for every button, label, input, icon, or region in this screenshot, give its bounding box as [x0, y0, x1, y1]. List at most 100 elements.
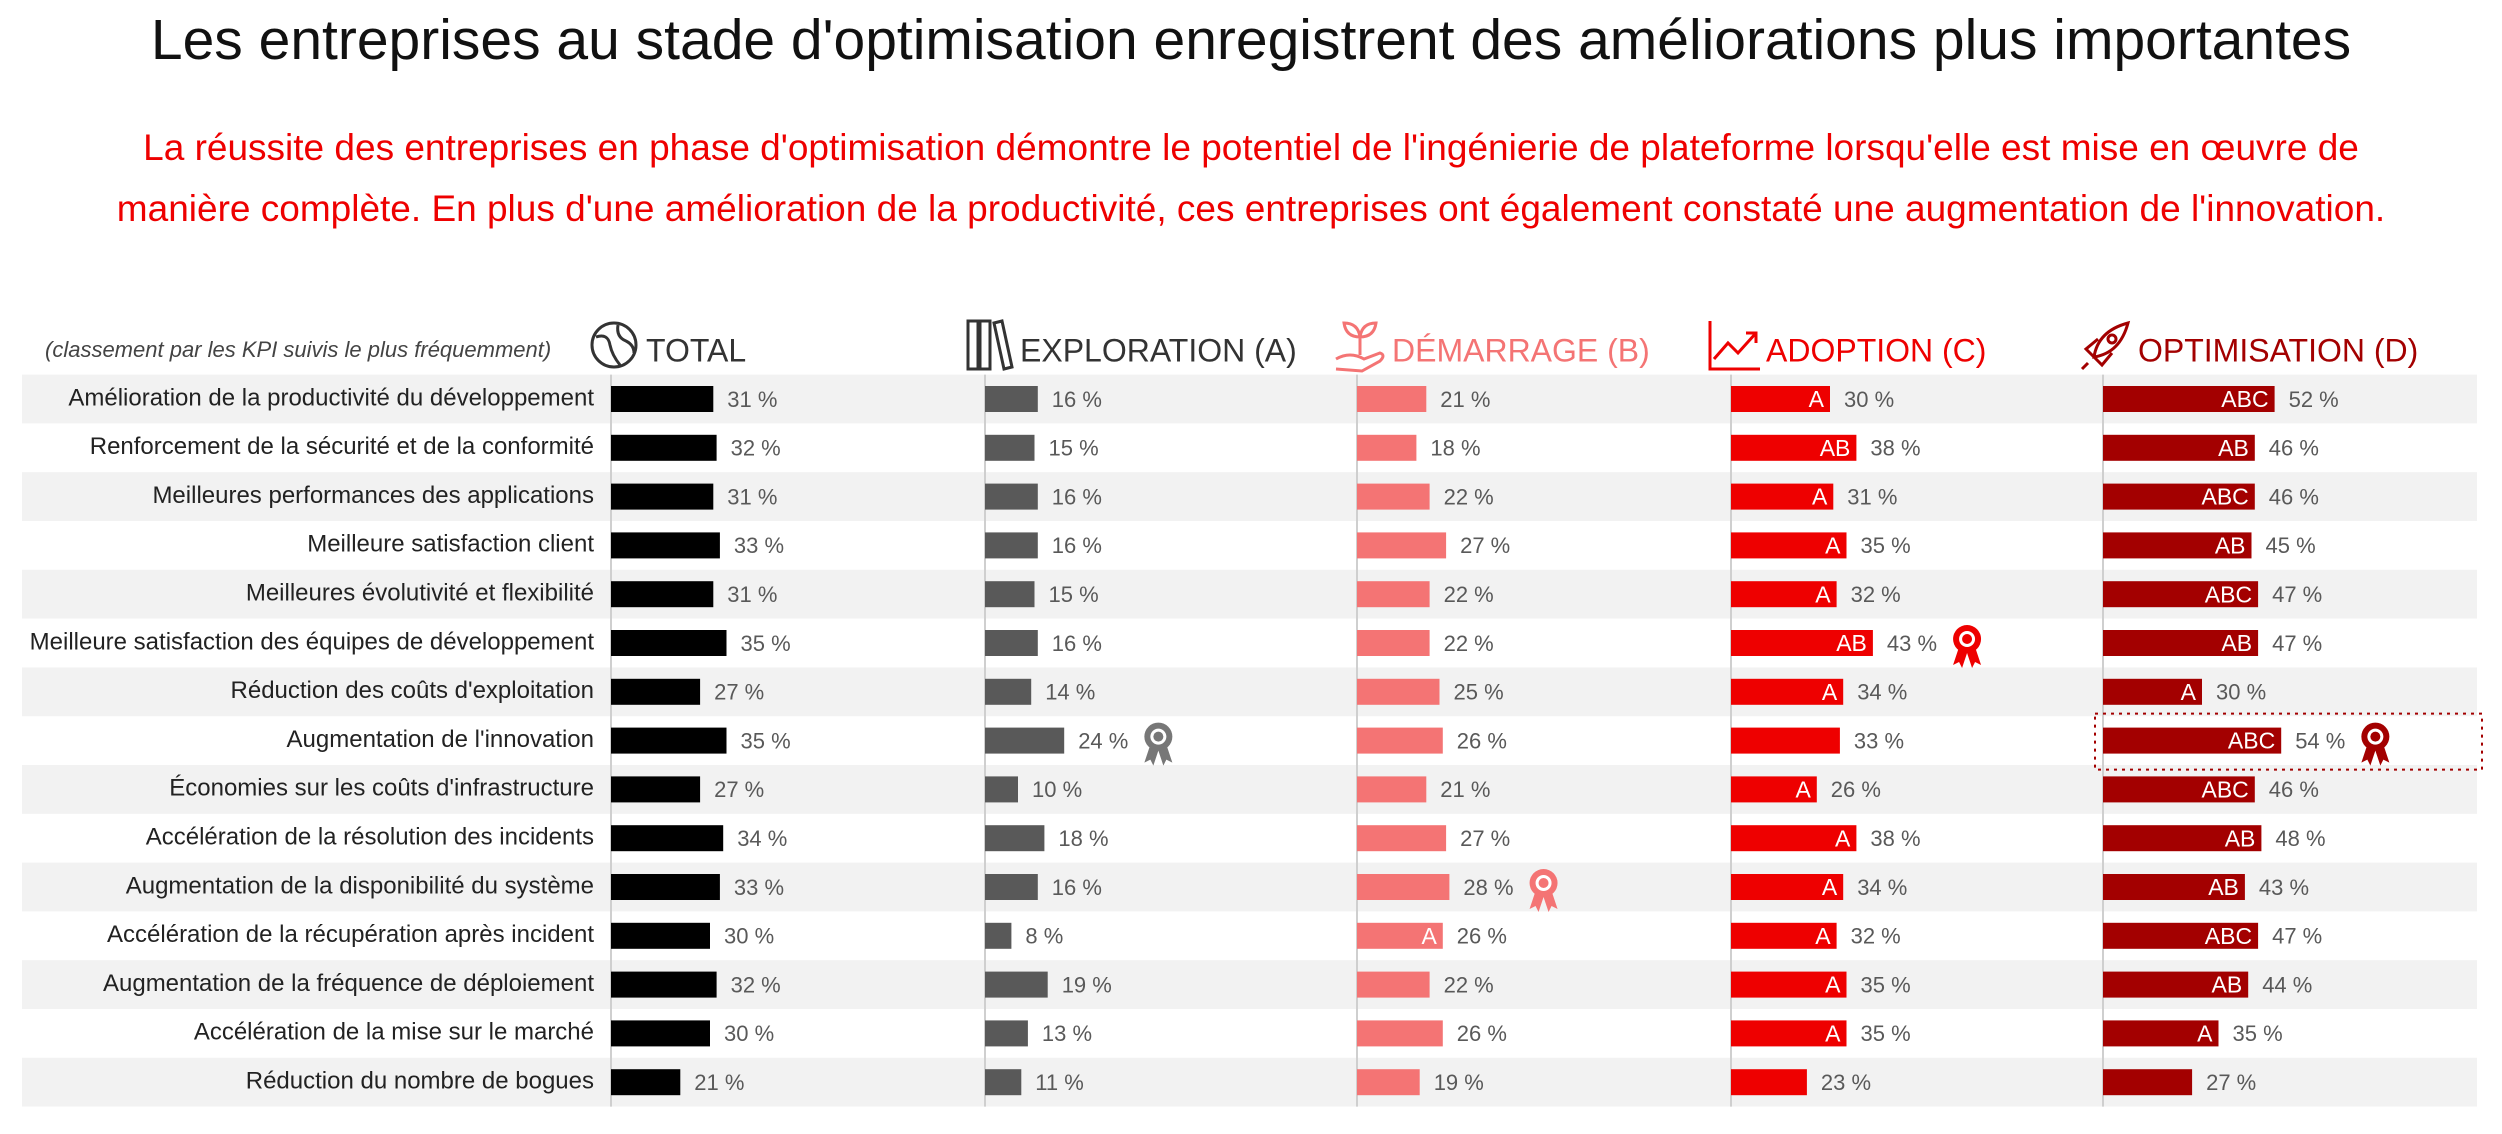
value-label: 23 % — [1821, 1070, 1871, 1095]
value-label: 10 % — [1032, 777, 1082, 802]
row-band — [22, 960, 2477, 1009]
value-label: 35 % — [1861, 1021, 1911, 1046]
row-label: Augmentation de la fréquence de déploiem… — [103, 970, 594, 997]
bar — [611, 630, 727, 656]
value-label: 47 % — [2272, 924, 2322, 949]
bar — [985, 483, 1038, 510]
value-label: 27 % — [1460, 826, 1510, 851]
row-band — [22, 862, 2477, 912]
row-label: Augmentation de l'innovation — [287, 726, 594, 753]
bar — [1357, 1069, 1420, 1096]
subtitle: manière complète. En plus d'une améliora… — [117, 188, 2385, 229]
row-label: Renforcement de la sécurité et de la con… — [90, 433, 594, 460]
bar — [1357, 386, 1427, 412]
bar — [985, 386, 1038, 412]
row-band — [22, 569, 2477, 619]
value-label: 35 % — [2233, 1021, 2283, 1046]
bar — [2103, 434, 2255, 461]
bar — [611, 1069, 681, 1096]
row-label: Augmentation de la disponibilité du syst… — [126, 872, 594, 899]
value-label: 32 % — [731, 436, 781, 461]
bar — [1357, 825, 1447, 852]
bar — [985, 874, 1038, 900]
value-label: 27 % — [1460, 533, 1510, 558]
value-label: 32 % — [1851, 582, 1901, 607]
bar — [985, 1020, 1028, 1047]
value-label: 16 % — [1052, 631, 1102, 656]
icon — [1708, 321, 1760, 371]
significance-label: A — [1825, 532, 1841, 558]
bar — [1731, 630, 1873, 656]
row-label: Meilleure satisfaction client — [307, 531, 594, 558]
bar — [611, 874, 720, 900]
value-label: 28 % — [1463, 875, 1513, 900]
bar — [1357, 971, 1430, 998]
value-label: 35 % — [741, 728, 791, 753]
bar — [985, 630, 1038, 656]
significance-label: A — [1795, 776, 1811, 802]
significance-label: AB — [1820, 435, 1851, 461]
value-label: 33 % — [734, 875, 784, 900]
award-icon — [1953, 625, 1982, 668]
value-label: 46 % — [2269, 436, 2319, 461]
bar — [985, 581, 1035, 608]
row-band — [22, 765, 2477, 814]
row-band — [22, 667, 2477, 717]
bar — [611, 581, 714, 608]
row-label: Réduction des coûts d'exploitation — [231, 677, 594, 704]
value-label: 27 % — [2206, 1070, 2256, 1095]
award-icon — [1529, 869, 1558, 912]
value-label: 34 % — [1857, 875, 1907, 900]
significance-label: A — [1809, 386, 1825, 412]
value-label: 30 % — [2216, 680, 2266, 705]
significance-label: AB — [2215, 532, 2246, 558]
value-label: 43 % — [1887, 631, 1937, 656]
bar — [1731, 483, 1834, 510]
value-label: 16 % — [1052, 484, 1102, 509]
value-label: 46 % — [2269, 777, 2319, 802]
value-label: 26 % — [1457, 924, 1507, 949]
value-label: 31 % — [1847, 484, 1897, 509]
legend-label: ADOPTION (C) — [1766, 332, 1986, 368]
value-label: 18 % — [1058, 826, 1108, 851]
bar — [985, 776, 1018, 803]
significance-label: ABC — [2205, 581, 2252, 607]
significance-label: AB — [2212, 972, 2243, 998]
bar — [2103, 1020, 2219, 1047]
value-label: 34 % — [737, 826, 787, 851]
significance-label: A — [1822, 679, 1838, 705]
value-label: 32 % — [731, 972, 781, 997]
value-label: 47 % — [2272, 631, 2322, 656]
bar — [985, 532, 1038, 559]
icon-part — [1529, 891, 1558, 912]
value-label: 18 % — [1430, 436, 1480, 461]
bar — [1357, 874, 1450, 900]
value-label: 22 % — [1444, 972, 1494, 997]
significance-label: AB — [1836, 630, 1867, 656]
icon-part — [1538, 878, 1549, 888]
value-label: 24 % — [1078, 728, 1128, 753]
icon — [590, 321, 638, 369]
icon-part — [2361, 744, 2390, 766]
bar — [2103, 630, 2259, 656]
significance-label: AB — [2225, 825, 2256, 851]
value-label: 30 % — [724, 924, 774, 949]
award-icon — [1144, 722, 1173, 766]
value-label: 31 % — [727, 582, 777, 607]
bar — [1731, 678, 1844, 705]
row-label: Économies sur les coûts d'infrastructure — [169, 775, 594, 802]
value-label: 34 % — [1857, 680, 1907, 705]
bar — [1357, 434, 1417, 461]
bar — [2103, 532, 2252, 559]
significance-label: A — [1835, 825, 1851, 851]
value-label: 46 % — [2269, 484, 2319, 509]
value-label: 15 % — [1049, 436, 1099, 461]
value-label: 14 % — [1045, 680, 1095, 705]
bar — [2103, 874, 2245, 900]
value-label: 33 % — [1854, 728, 1904, 753]
bar — [611, 483, 714, 510]
bar — [1357, 581, 1430, 608]
value-label: 26 % — [1457, 1021, 1507, 1046]
bar — [2103, 483, 2255, 510]
value-label: 31 % — [727, 387, 777, 412]
